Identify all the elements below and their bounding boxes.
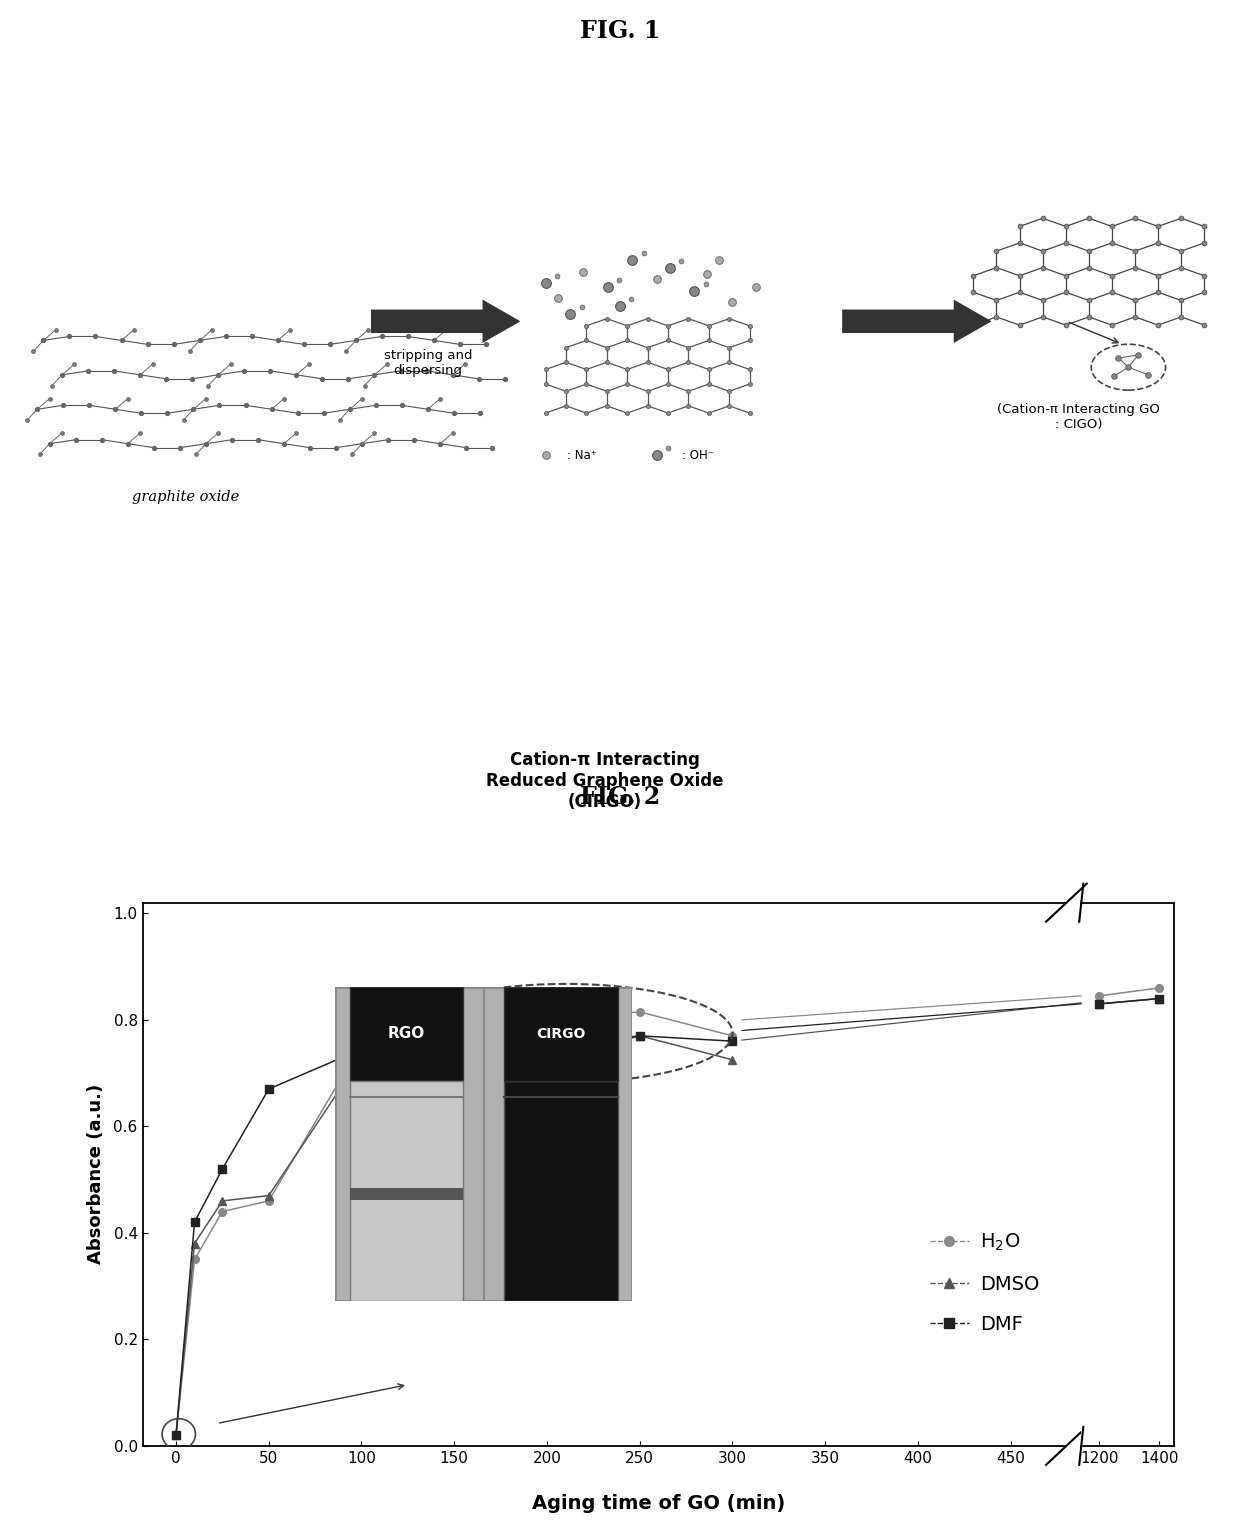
Legend: H$_2$O, DMSO, DMF: H$_2$O, DMSO, DMF	[923, 1224, 1048, 1342]
Text: FIG. 2: FIG. 2	[580, 785, 660, 809]
Y-axis label: Absorbance (a.u.): Absorbance (a.u.)	[87, 1085, 105, 1264]
FancyArrow shape	[372, 301, 518, 341]
Text: (Cation-π Interacting GO
: CIGO): (Cation-π Interacting GO : CIGO)	[997, 402, 1161, 431]
Text: : Na⁺: : Na⁺	[567, 448, 596, 462]
FancyArrow shape	[843, 301, 990, 341]
Text: : OH⁻: : OH⁻	[682, 448, 714, 462]
Text: Aging time of GO (min): Aging time of GO (min)	[532, 1495, 785, 1513]
Text: graphite oxide: graphite oxide	[133, 490, 239, 505]
Bar	[505, 987, 618, 1082]
Text: CIRGO: CIRGO	[536, 1027, 585, 1040]
Bar	[350, 1082, 463, 1300]
Text: RGO: RGO	[388, 1027, 425, 1042]
Text: stripping and
dispersing: stripping and dispersing	[383, 349, 472, 378]
Text: Cation-π Interacting
Reduced Graphene Oxide
(CIRGO): Cation-π Interacting Reduced Graphene Ox…	[486, 751, 723, 811]
Text: FIG. 1: FIG. 1	[580, 18, 660, 43]
Bar	[505, 1082, 618, 1300]
Bar	[350, 1187, 463, 1200]
Bar	[350, 987, 463, 1082]
